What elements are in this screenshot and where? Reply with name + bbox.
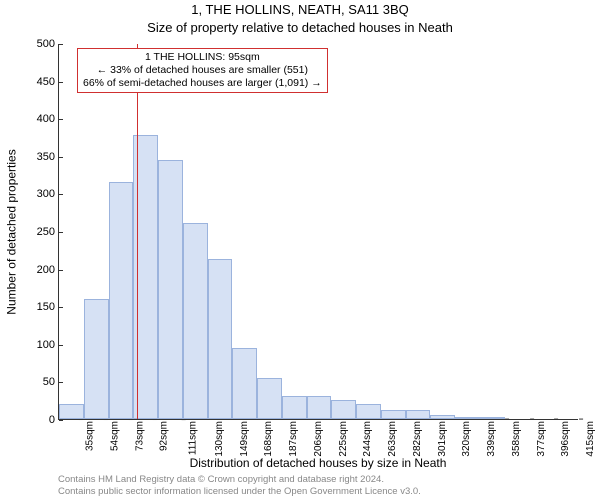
histogram-bar [356,404,381,419]
x-tick: 263sqm [385,421,398,457]
x-tick: 320sqm [460,421,473,457]
histogram-bar [257,378,282,419]
y-tick: 250 [25,226,59,238]
property-size-chart: 1, THE HOLLINS, NEATH, SA11 3BQ Size of … [0,0,600,500]
x-tick: 111sqm [186,421,199,455]
footer-line-2: Contains public sector information licen… [58,486,421,498]
y-tick: 0 [25,414,59,426]
histogram-bar [84,299,109,419]
property-marker-line [137,44,138,419]
property-annotation-box: 1 THE HOLLINS: 95sqm← 33% of detached ho… [77,48,328,93]
y-tick: 450 [25,76,59,88]
chart-title-description: Size of property relative to detached ho… [0,20,600,35]
y-tick: 500 [25,38,59,50]
histogram-bar [282,396,307,419]
x-tick: 92sqm [157,421,170,451]
x-tick: 282sqm [410,421,423,457]
footer-attribution: Contains HM Land Registry data © Crown c… [58,474,421,498]
histogram-bar [406,410,431,419]
y-tick: 100 [25,339,59,351]
histogram-bar [59,404,84,419]
histogram-bar [109,182,134,419]
y-axis-label: Number of detached properties [4,44,20,420]
histogram-bar [480,417,505,419]
footer-line-1: Contains HM Land Registry data © Crown c… [58,474,421,486]
x-axis-label: Distribution of detached houses by size … [58,456,578,470]
x-tick: 244sqm [360,421,373,457]
annotation-line-2: 66% of semi-detached houses are larger (… [83,77,322,90]
x-tick: 358sqm [509,421,522,457]
histogram-bar [455,417,480,419]
x-tick: 301sqm [435,421,448,457]
annotation-line-0: 1 THE HOLLINS: 95sqm [83,51,322,64]
y-tick: 350 [25,151,59,163]
y-tick: 200 [25,264,59,276]
y-tick: 150 [25,301,59,313]
y-tick: 400 [25,113,59,125]
x-tick: 225sqm [336,421,349,457]
histogram-bar [381,410,406,419]
histogram-bar [208,259,233,419]
y-tick: 50 [25,376,59,388]
x-tick: 415sqm [583,421,596,457]
histogram-bar [430,415,455,419]
histogram-bar [232,348,257,419]
annotation-line-1: ← 33% of detached houses are smaller (55… [83,64,322,77]
x-tick: 149sqm [237,421,250,457]
histogram-bar [183,223,208,419]
y-tick: 300 [25,188,59,200]
x-tick: 377sqm [534,421,547,457]
x-tick: 35sqm [83,421,96,451]
histogram-bar [331,400,356,419]
plot-area: 05010015020025030035040045050035sqm54sqm… [58,44,578,420]
x-tick: 73sqm [132,421,145,451]
x-tick: 168sqm [261,421,274,457]
chart-title-address: 1, THE HOLLINS, NEATH, SA11 3BQ [0,2,600,17]
x-tick: 130sqm [212,421,225,457]
histogram-bar [158,160,183,419]
x-tick: 206sqm [311,421,324,457]
x-tick: 396sqm [559,421,572,457]
histogram-bar [307,396,332,419]
x-tick: 339sqm [484,421,497,457]
x-tick: 54sqm [107,421,120,451]
x-tick: 187sqm [286,421,299,457]
